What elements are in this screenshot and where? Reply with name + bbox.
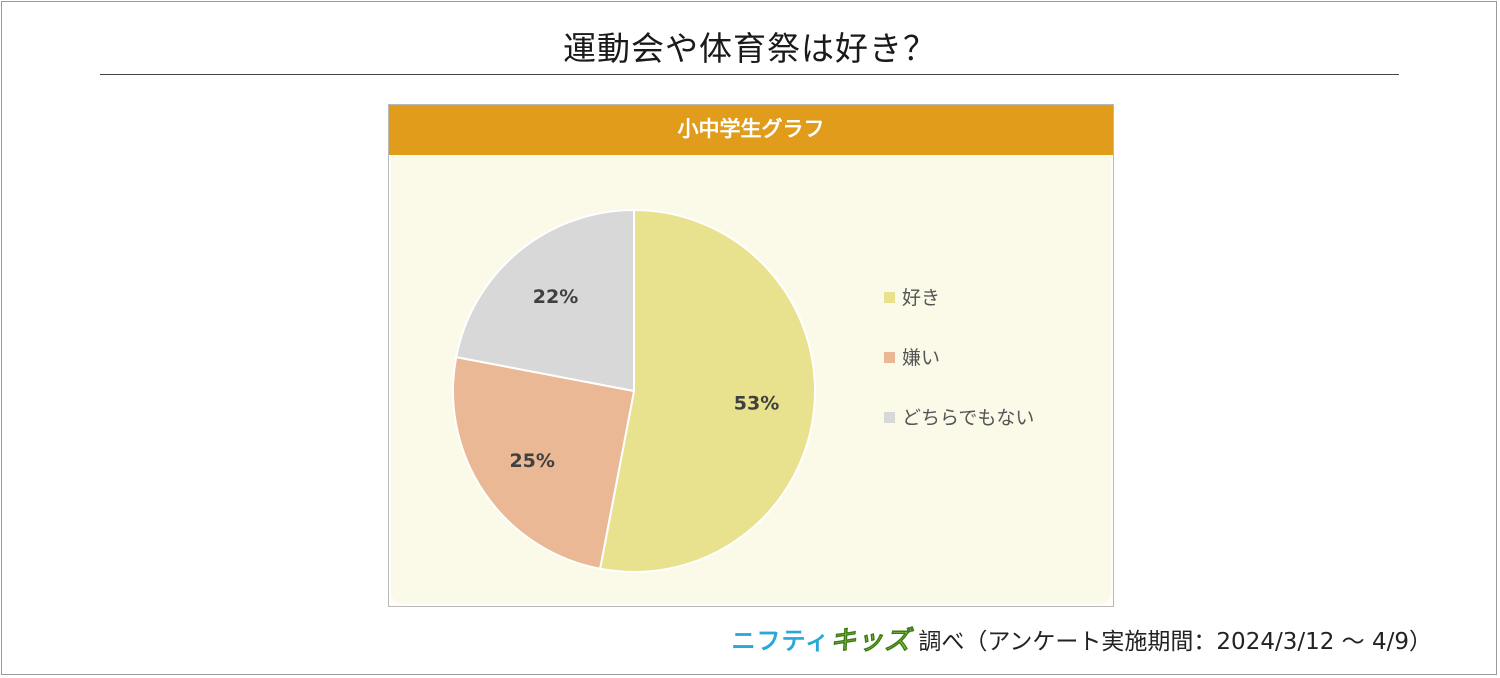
legend-swatch-1 bbox=[884, 352, 895, 363]
source-credit: ニフティキッズ 調べ（アンケート実施期間：2024/3/12 ～ 4/9） bbox=[731, 620, 1432, 657]
brand-name-nifty: ニフティ bbox=[731, 627, 831, 655]
pie-slice-label-1: 25% bbox=[509, 450, 554, 472]
pie-slice-label-0: 53% bbox=[734, 393, 779, 415]
title-underline bbox=[100, 74, 1399, 75]
chart-panel-title: 小中学生グラフ bbox=[389, 105, 1113, 155]
pie-slice-label-2: 22% bbox=[533, 286, 578, 308]
brand-name-kids: キッズ bbox=[830, 626, 912, 657]
pie-chart: 53% 25% 22% bbox=[452, 208, 816, 573]
legend-label-1: 嫌い bbox=[902, 347, 941, 369]
legend-swatch-0 bbox=[884, 292, 895, 303]
chart-panel: 小中学生グラフ 53% 25% 22% 好き嫌いどちらでもない bbox=[388, 104, 1114, 607]
legend-swatch-2 bbox=[884, 412, 895, 423]
page-title: 運動会や体育祭は好き？ bbox=[563, 29, 937, 68]
pie-slice-2 bbox=[455, 208, 635, 393]
legend-item-1: 嫌い bbox=[884, 343, 940, 370]
legend-item-0: 好き bbox=[884, 283, 940, 310]
legend-label-2: どちらでもない bbox=[902, 407, 1035, 429]
pie-slice-0 bbox=[598, 208, 816, 573]
legend-label-0: 好き bbox=[902, 287, 941, 309]
legend-item-2: どちらでもない bbox=[884, 403, 1034, 430]
pie-slice-1 bbox=[452, 355, 636, 570]
survey-period-text: 調べ（アンケート実施期間：2024/3/12 ～ 4/9） bbox=[918, 629, 1432, 655]
